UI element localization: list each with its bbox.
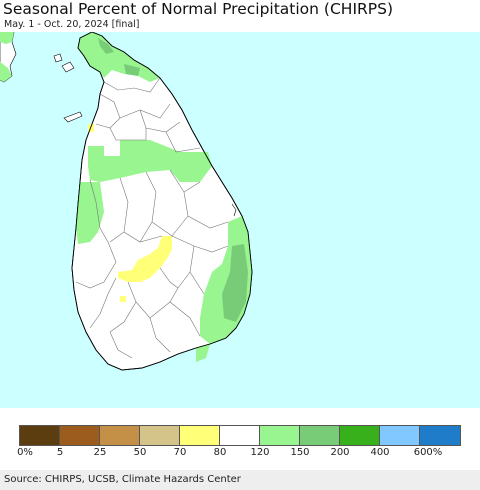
legend-swatch: [380, 426, 420, 445]
east-dark-green: [222, 244, 248, 322]
legend-swatch: [100, 426, 140, 445]
legend-label: 120: [250, 447, 270, 458]
india-green-patch-2: [0, 62, 12, 82]
precipitation-map: [0, 32, 480, 408]
legend-labels: 0% 5 25 50 70 80 120 150 200 400 600%: [0, 447, 480, 461]
legend-label: 400: [370, 447, 390, 458]
legend-swatch: [260, 426, 300, 445]
source-credit: Source: CHIRPS, UCSB, Climate Hazards Ce…: [4, 474, 241, 485]
legend-swatch: [20, 426, 60, 445]
legend-swatch: [140, 426, 180, 445]
mannar-island: [63, 111, 83, 123]
north-dark-green: [98, 38, 114, 54]
district-boundaries: [75, 77, 229, 359]
central-yellow: [118, 236, 172, 282]
northcentral-green: [88, 140, 212, 182]
map-title: Seasonal Percent of Normal Precipitation…: [3, 0, 394, 18]
legend-swatch: [420, 426, 460, 445]
east-lagoon: [231, 203, 237, 217]
legend-label: 80: [213, 447, 227, 458]
legend-swatch: [220, 426, 260, 445]
west-green: [76, 182, 104, 244]
yellow-speck-2: [88, 124, 94, 132]
legend-swatch: [60, 426, 100, 445]
legend-label: 200: [330, 447, 350, 458]
legend-swatch: [180, 426, 220, 445]
legend-label: 5: [56, 447, 64, 458]
legend-color-bar: [19, 425, 461, 446]
india-green-patch: [0, 32, 14, 44]
north-dark-green-2: [124, 64, 140, 76]
legend-label: 150: [290, 447, 310, 458]
southeast-green: [196, 344, 210, 362]
yellow-speck: [120, 296, 126, 302]
footer: Source: CHIRPS, UCSB, Climate Hazards Ce…: [0, 470, 480, 490]
legend-label: 50: [133, 447, 147, 458]
legend-label: 70: [173, 447, 187, 458]
map-subtitle: May. 1 - Oct. 20, 2024 [final]: [4, 19, 140, 30]
legend-swatch: [300, 426, 340, 445]
legend-swatch: [340, 426, 380, 445]
jaffna-islands: [53, 53, 75, 73]
legend-label: 600%: [413, 447, 443, 458]
legend-label: 0%: [17, 447, 33, 458]
legend-label: 25: [93, 447, 107, 458]
